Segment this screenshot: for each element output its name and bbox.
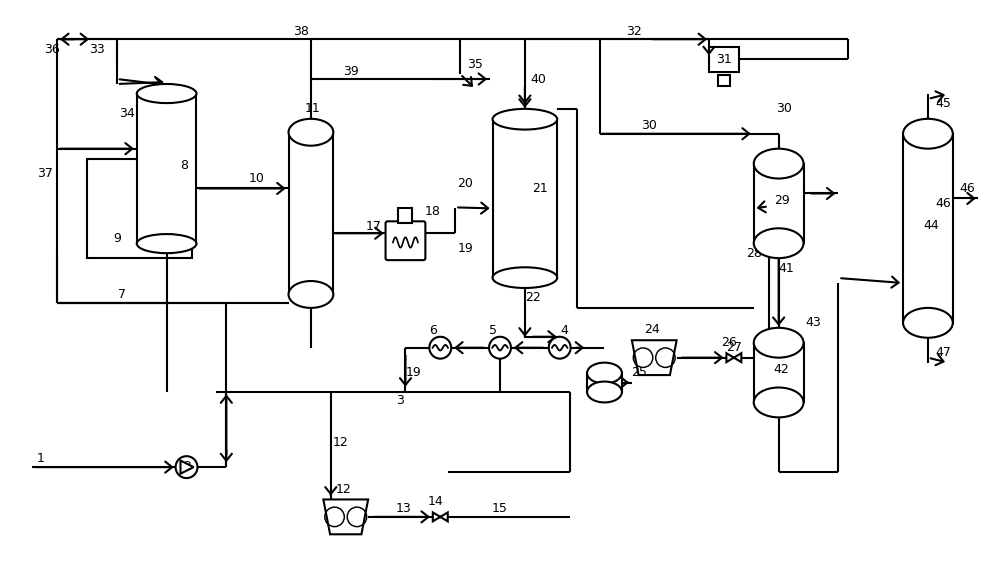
Circle shape xyxy=(429,337,451,359)
Text: 38: 38 xyxy=(293,25,309,38)
Text: 4: 4 xyxy=(561,324,569,337)
Ellipse shape xyxy=(493,109,557,129)
Circle shape xyxy=(733,356,735,359)
Text: 25: 25 xyxy=(631,366,647,379)
Text: 13: 13 xyxy=(396,503,411,516)
Text: 21: 21 xyxy=(532,182,548,195)
Bar xyxy=(709,46,739,72)
Text: 35: 35 xyxy=(467,57,483,70)
Ellipse shape xyxy=(587,363,622,383)
Text: 6: 6 xyxy=(429,324,437,337)
Text: 29: 29 xyxy=(774,194,790,207)
Circle shape xyxy=(549,337,571,359)
Text: 32: 32 xyxy=(626,25,642,38)
Text: 17: 17 xyxy=(366,220,382,233)
Ellipse shape xyxy=(137,234,196,253)
Text: 39: 39 xyxy=(343,65,359,77)
Text: 24: 24 xyxy=(644,323,660,336)
Polygon shape xyxy=(632,340,677,375)
Text: 43: 43 xyxy=(806,316,821,329)
Ellipse shape xyxy=(754,148,804,179)
Text: 40: 40 xyxy=(530,73,546,85)
Text: 33: 33 xyxy=(89,42,105,56)
Ellipse shape xyxy=(754,387,804,417)
Text: 19: 19 xyxy=(406,366,421,379)
Ellipse shape xyxy=(754,228,804,258)
Text: 2: 2 xyxy=(184,460,191,473)
Text: 22: 22 xyxy=(525,292,541,304)
Text: 41: 41 xyxy=(779,262,794,274)
Text: 37: 37 xyxy=(37,167,53,180)
Text: 16: 16 xyxy=(306,299,322,311)
Polygon shape xyxy=(734,353,741,362)
Bar xyxy=(137,93,196,244)
Text: 23: 23 xyxy=(600,379,615,392)
Text: 9: 9 xyxy=(113,231,121,245)
Polygon shape xyxy=(323,500,368,534)
Text: 8: 8 xyxy=(181,159,189,172)
Ellipse shape xyxy=(289,281,333,308)
FancyBboxPatch shape xyxy=(386,221,425,260)
Text: 26: 26 xyxy=(721,336,737,349)
Text: 34: 34 xyxy=(119,107,135,120)
Bar xyxy=(903,134,953,323)
Bar xyxy=(493,119,557,278)
Text: 42: 42 xyxy=(774,363,790,376)
Text: 12: 12 xyxy=(333,435,349,449)
Ellipse shape xyxy=(137,84,196,103)
Bar xyxy=(289,132,333,295)
Text: 31: 31 xyxy=(716,53,732,65)
Circle shape xyxy=(439,516,441,518)
Text: 14: 14 xyxy=(427,496,443,508)
Text: 45: 45 xyxy=(935,97,951,111)
Ellipse shape xyxy=(903,119,953,148)
Text: 36: 36 xyxy=(44,42,60,56)
Text: 28: 28 xyxy=(746,246,762,260)
Text: 44: 44 xyxy=(923,219,939,232)
Text: 7: 7 xyxy=(118,288,126,301)
Ellipse shape xyxy=(754,328,804,358)
Text: 19: 19 xyxy=(457,242,473,254)
Circle shape xyxy=(176,456,197,478)
Bar xyxy=(754,343,804,402)
Text: 1: 1 xyxy=(36,452,44,465)
Text: 30: 30 xyxy=(641,119,657,132)
Text: 15: 15 xyxy=(492,503,508,516)
Ellipse shape xyxy=(903,308,953,337)
Circle shape xyxy=(489,337,511,359)
Bar xyxy=(587,373,622,392)
Bar xyxy=(718,74,730,87)
Text: 30: 30 xyxy=(776,103,792,115)
Ellipse shape xyxy=(587,382,622,402)
Text: 18: 18 xyxy=(424,205,440,218)
Text: 46: 46 xyxy=(935,197,951,210)
Ellipse shape xyxy=(493,267,557,288)
Text: 27: 27 xyxy=(726,341,742,354)
Polygon shape xyxy=(440,512,448,521)
Text: 10: 10 xyxy=(248,172,264,185)
Text: 12: 12 xyxy=(336,482,352,496)
Text: 20: 20 xyxy=(457,177,473,190)
Ellipse shape xyxy=(289,119,333,146)
Text: 47: 47 xyxy=(935,346,951,359)
Polygon shape xyxy=(726,353,734,362)
Polygon shape xyxy=(181,461,194,474)
Polygon shape xyxy=(433,512,440,521)
Text: 46: 46 xyxy=(960,182,976,195)
Bar xyxy=(87,159,192,258)
Bar xyxy=(398,209,412,223)
Text: 5: 5 xyxy=(489,324,497,337)
Text: 3: 3 xyxy=(397,394,404,407)
Text: 11: 11 xyxy=(305,103,321,115)
Bar xyxy=(754,164,804,243)
